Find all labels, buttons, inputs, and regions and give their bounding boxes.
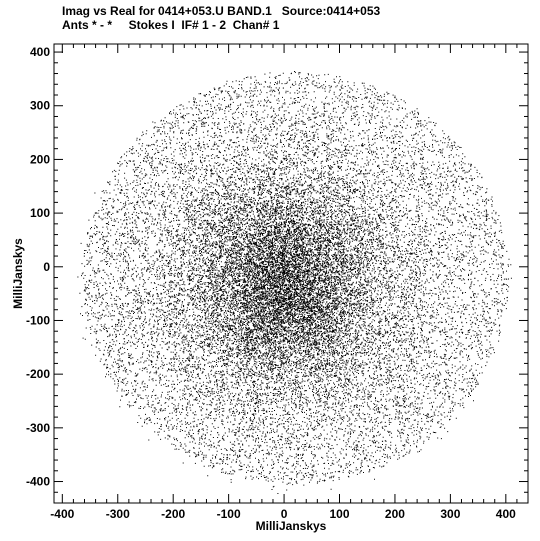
y-tick-label: -100 <box>26 313 50 327</box>
x-tick-label: -100 <box>217 507 241 521</box>
y-tick-label: 400 <box>30 45 50 59</box>
data-points <box>77 71 512 494</box>
y-tick-label: 200 <box>30 152 50 166</box>
x-tick-labels: -400 -300 -200 -100 0 100 200 300 400 <box>50 507 516 521</box>
axis-ticks <box>54 44 529 504</box>
y-axis-label: MilliJanskys <box>11 238 25 309</box>
y-tick-label: -400 <box>26 475 50 489</box>
x-axis-label: MilliJanskys <box>256 519 327 533</box>
x-tick-label: 200 <box>385 507 405 521</box>
x-tick-label: -300 <box>106 507 130 521</box>
y-tick-label: -200 <box>26 367 50 381</box>
y-tick-labels: -400 -300 -200 -100 0 100 200 300 400 <box>26 45 50 488</box>
y-tick-label: 100 <box>30 206 50 220</box>
x-tick-label: 400 <box>496 507 516 521</box>
y-tick-label: 0 <box>43 260 50 274</box>
x-tick-label: -400 <box>50 507 74 521</box>
chart-subtitle: Ants * - * Stokes I IF# 1 - 2 Chan# 1 <box>62 18 280 32</box>
y-tick-label: -300 <box>26 421 50 435</box>
y-tick-label: 300 <box>30 99 50 113</box>
scatter-points <box>77 71 512 494</box>
chart-title: Imag vs Real for 0414+053.U BAND.1 Sourc… <box>62 4 381 18</box>
plot-frame <box>53 43 529 504</box>
x-tick-label: 0 <box>281 507 288 521</box>
x-tick-label: -200 <box>161 507 185 521</box>
x-tick-label: 300 <box>440 507 460 521</box>
x-tick-label: 100 <box>329 507 349 521</box>
